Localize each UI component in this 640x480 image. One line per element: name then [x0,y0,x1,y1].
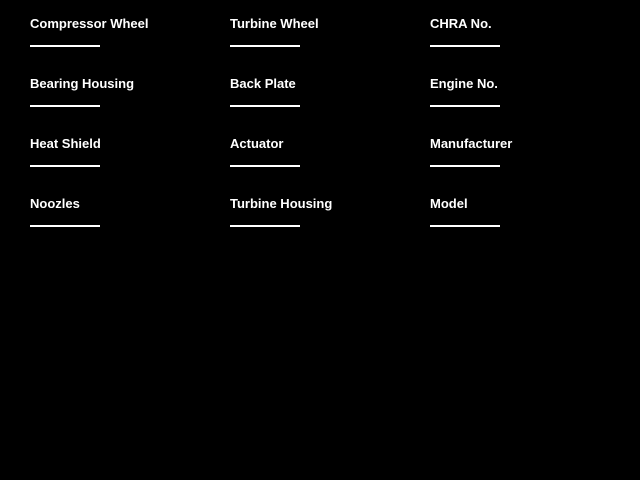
form-field-turbine-wheel: Turbine Wheel [230,17,420,47]
field-label: CHRA No. [430,16,492,31]
field-label: Compressor Wheel [30,16,149,31]
field-label: Bearing Housing [30,76,135,91]
field-label: Actuator [230,136,284,151]
field-blank-line[interactable] [230,105,300,107]
field-blank-line[interactable] [230,225,300,227]
form-field-bearing-housing: Bearing Housing [30,77,220,107]
field-blank-line[interactable] [230,45,300,47]
form-field-heat-shield: Heat Shield [30,137,220,167]
field-blank-line[interactable] [430,105,500,107]
field-blank-line[interactable] [30,45,100,47]
form-field-actuator: Actuator [230,137,420,167]
field-label: Turbine Wheel [230,16,319,31]
form-field-engine-no: Engine No. [430,77,620,107]
field-label: Model [430,196,468,211]
form-field-turbine-housing: Turbine Housing [230,197,420,227]
form-field-noozles: Noozles [30,197,220,227]
field-blank-line[interactable] [30,225,100,227]
field-blank-line[interactable] [230,165,300,167]
field-label: Back Plate [230,76,296,91]
field-blank-line[interactable] [430,165,500,167]
field-blank-line[interactable] [30,165,100,167]
field-blank-line[interactable] [30,105,100,107]
field-label: Manufacturer [430,136,513,151]
field-blank-line[interactable] [430,45,500,47]
form-field-manufacturer: Manufacturer [430,137,620,167]
form-field-model: Model [430,197,620,227]
form-field-chra-no: CHRA No. [430,17,620,47]
field-label: Turbine Housing [230,196,333,211]
form-field-compressor-wheel: Compressor Wheel [30,17,220,47]
form-field-back-plate: Back Plate [230,77,420,107]
field-blank-line[interactable] [430,225,500,227]
field-label: Engine No. [430,76,498,91]
field-label: Noozles [30,196,80,211]
field-label: Heat Shield [30,136,101,151]
